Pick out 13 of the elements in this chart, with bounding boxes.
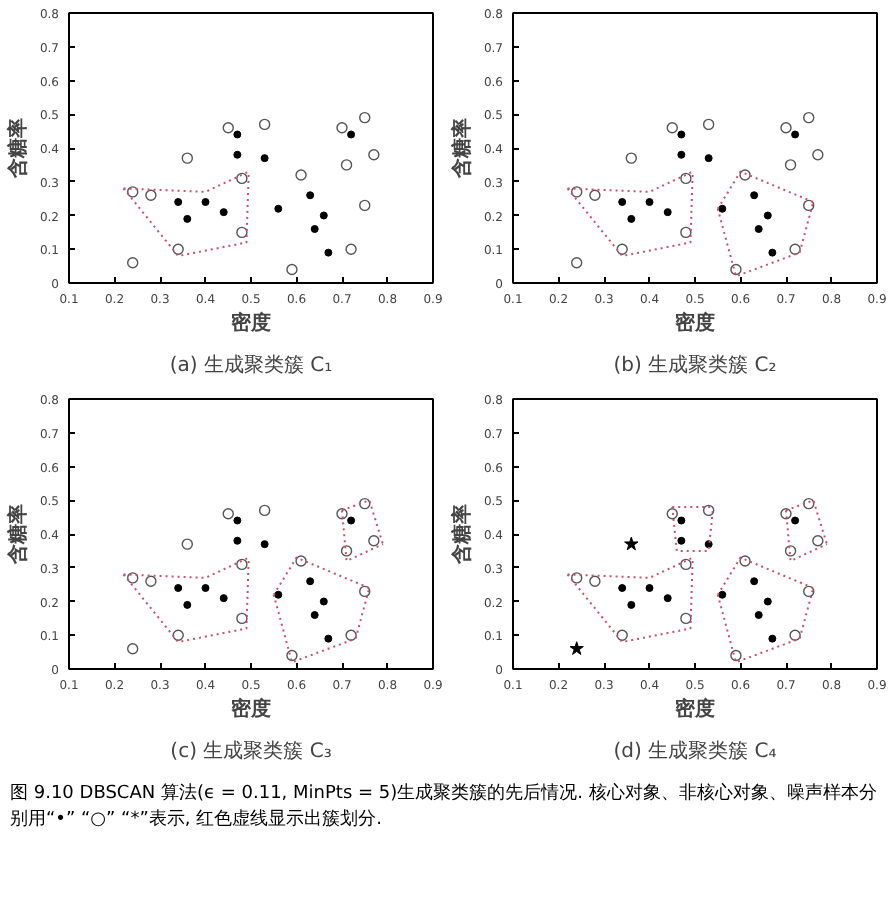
text: (c) 生成聚类簇 C₃ (170, 739, 332, 763)
y-axis-title: 含糖率 (5, 118, 30, 180)
y-axis-title: 含糖率 (449, 118, 474, 180)
caption: 图 9.10 DBSCAN 算法(ϵ = 0.11, MinPts = 5)生成聚类簇的先后情况. 核心对象、非核心对象、噪声样本分别用“•” “○” “*”表示, 红色虚线显示出簇划分. (10, 782, 879, 833)
y-axis-title: 含糖率 (5, 504, 30, 566)
y-axis-title: 含糖率 (449, 504, 474, 566)
text: (d) 生成聚类簇 C₄ (613, 739, 777, 763)
text: (a) 生成聚类簇 C₁ (169, 353, 333, 377)
x-axis-title: 密度 (675, 311, 715, 335)
x-axis-title: 密度 (231, 311, 271, 335)
x-axis-title: 密度 (675, 697, 715, 721)
x-axis-title: 密度 (231, 697, 271, 721)
text: (b) 生成聚类簇 C₂ (613, 353, 777, 377)
